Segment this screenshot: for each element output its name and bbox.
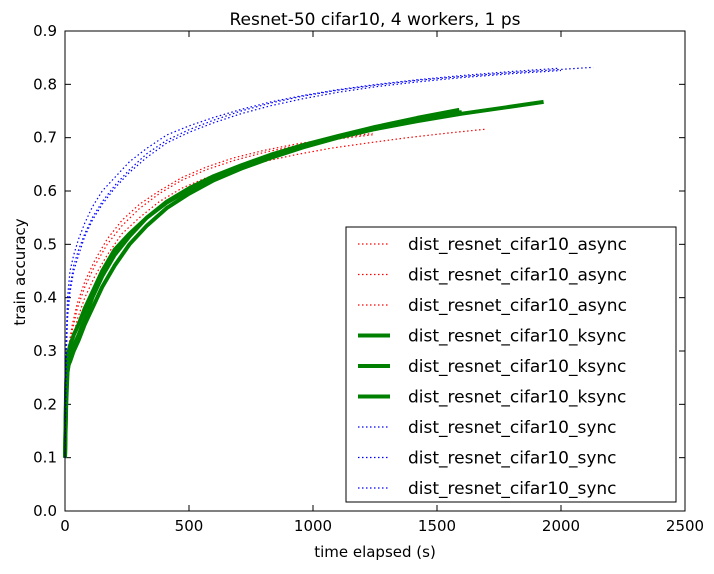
- legend-label: dist_resnet_cifar10_async: [408, 266, 627, 286]
- y-tick-label: 0.0: [33, 502, 57, 520]
- x-axis-label: time elapsed (s): [314, 543, 436, 561]
- chart-title: Resnet-50 cifar10, 4 workers, 1 ps: [229, 10, 520, 30]
- series-line-dist-resnet-cifar10-sync-8: [64, 67, 559, 458]
- legend-label: dist_resnet_cifar10_ksync: [408, 327, 626, 347]
- y-tick-label: 0.6: [33, 182, 57, 200]
- plot-area: [63, 66, 594, 458]
- x-tick-label: 0: [60, 517, 70, 535]
- y-tick-label: 0.5: [33, 235, 57, 253]
- x-tick-label: 1500: [418, 517, 456, 535]
- series-line-dist-resnet-cifar10-ksync-6: [63, 110, 463, 458]
- y-axis-label: train accuracy: [11, 218, 29, 325]
- y-tick-label: 0.8: [33, 75, 57, 93]
- series-line-dist-resnet-cifar10-async-3: [64, 133, 376, 458]
- x-tick-label: 2500: [666, 517, 704, 535]
- y-tick-label: 0.7: [33, 129, 57, 147]
- legend-label: dist_resnet_cifar10_async: [408, 296, 627, 316]
- legend-label: dist_resnet_cifar10_sync: [408, 418, 617, 438]
- x-tick-label: 1000: [294, 517, 332, 535]
- legend: dist_resnet_cifar10_async dist_resnet_cif…: [345, 226, 677, 503]
- y-tick-label: 0.4: [33, 289, 57, 307]
- series-line-dist-resnet-cifar10-async-2: [64, 132, 373, 458]
- plot-frame: [64, 30, 686, 512]
- series-line-dist-resnet-cifar10-sync-7: [64, 66, 594, 458]
- legend-label: dist_resnet_cifar10_async: [408, 235, 627, 255]
- legend-label: dist_resnet_cifar10_ksync: [408, 357, 626, 377]
- x-tick-label: 2000: [542, 517, 580, 535]
- legend-label: dist_resnet_cifar10_sync: [408, 449, 617, 469]
- legend-label: dist_resnet_cifar10_sync: [408, 479, 617, 499]
- x-tick-label: 500: [175, 517, 204, 535]
- y-tick-label: 0.9: [33, 22, 57, 40]
- legend-box: [345, 226, 677, 503]
- legend-label: dist_resnet_cifar10_ksync: [408, 388, 626, 408]
- axis-ticks: 0 500 1000 1500 2000 2500 0.0 0.1 0.2 0.3 0.4 0.5 0.…: [33, 22, 704, 535]
- y-tick-label: 0.1: [33, 449, 57, 467]
- series-line-dist-resnet-cifar10-sync-9: [64, 69, 562, 458]
- y-tick-label: 0.3: [33, 342, 57, 360]
- y-tick-label: 0.2: [33, 395, 57, 413]
